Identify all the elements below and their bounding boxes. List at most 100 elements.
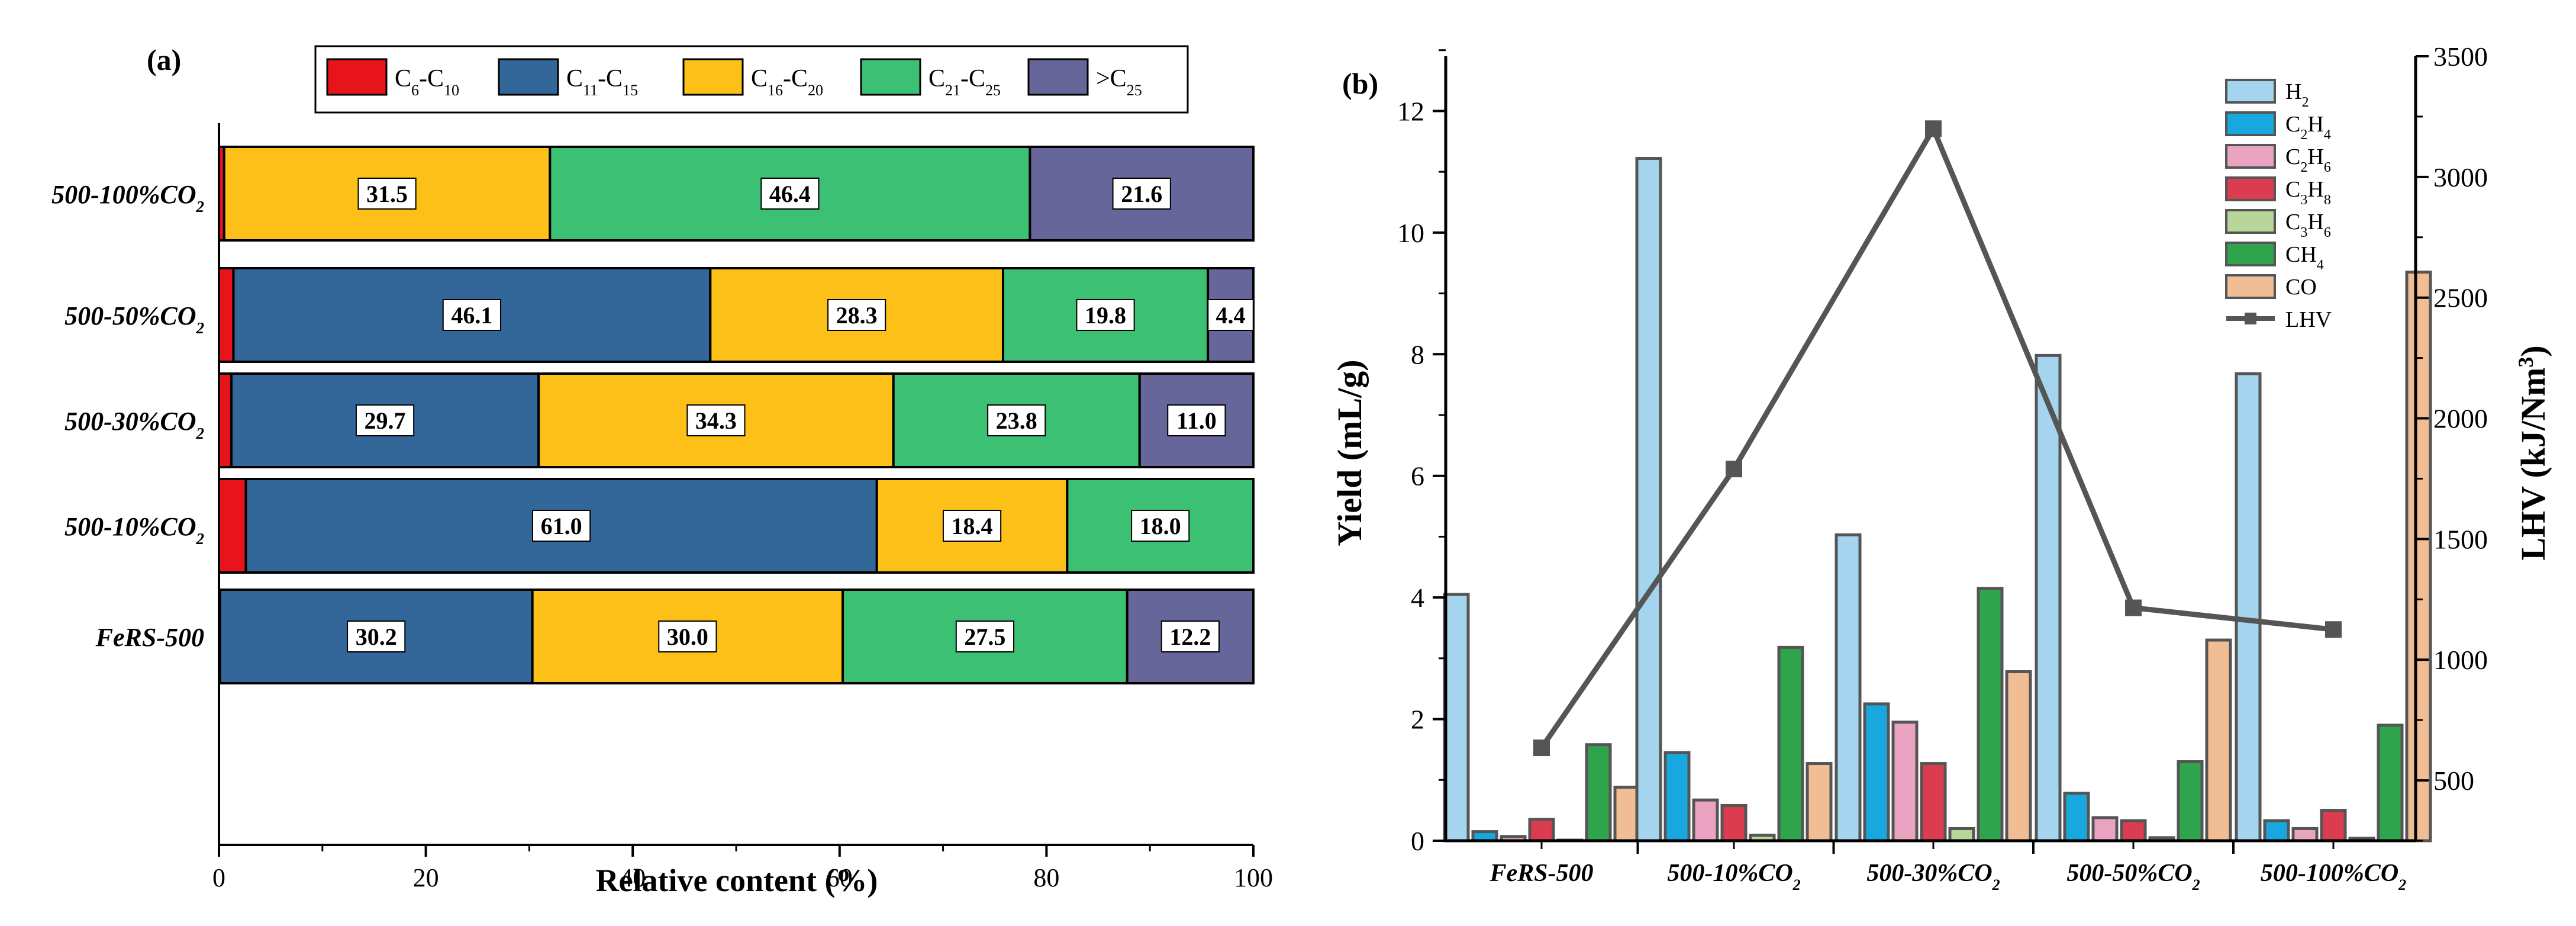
panel-b: (b) FeRS-500 500-10%CO2 500-30%CO2 500-50%C… [1330,41,2552,893]
panel-a-label: (a) [147,43,181,76]
y-tick-label: 10 [1397,218,1424,248]
data-label-box [1076,299,1135,331]
data-label: 46.1 [451,302,492,329]
y2-tick-label: 3000 [2433,162,2488,192]
bar [2120,819,2147,843]
legend-label: C16-C20 [751,65,823,99]
data-label-box [1112,178,1171,210]
legend-label: >C25 [1096,65,1142,99]
legend-label: C3H6 [2285,210,2331,240]
data-label: 28.3 [836,302,878,329]
bar [1528,818,1555,843]
legend-label: C6-C10 [395,65,459,99]
bar-segment [218,267,235,363]
legend-line-marker [2245,313,2256,324]
data-label: 23.8 [996,407,1037,434]
data-label: 18.0 [1140,513,1181,539]
legend-label: C3H8 [2285,177,2331,208]
data-label-box [955,620,1014,652]
data-label-box [760,178,820,210]
legend-label: C21-C25 [928,65,1001,99]
data-label: 61.0 [541,513,582,539]
legend-swatch [1027,58,1089,96]
x-tick-label: 100 [1234,863,1273,892]
data-label-box [531,510,591,542]
data-label: 27.5 [964,623,1005,650]
data-label: 34.3 [695,407,737,434]
panel-b-y2-axis-title: LHV (kJ/Nm3) [2514,345,2552,560]
category-label: FeRS-500 [1489,860,1593,887]
bar [1635,157,1662,843]
bar [2263,819,2290,843]
bar [1948,827,1975,843]
legend-swatch [2225,242,2276,266]
data-label: 30.2 [356,623,397,650]
y2-tick-label: 1500 [2433,524,2488,554]
data-label-box [357,178,417,210]
legend-label: CO [2285,275,2317,300]
panel-a-legend: C6-C10 C11-C15 C16-C20 C21-C25 >C25 [314,45,1189,114]
data-label: 12.2 [1169,623,1211,650]
lhv-marker [2325,621,2342,638]
data-label-box [827,299,886,331]
bar [2177,760,2204,843]
category-label: FeRS-500 [95,623,204,652]
x-tick-label: 40 [620,863,646,892]
data-label-box [1167,404,1226,436]
legend-swatch [2225,79,2276,104]
panel-b-label: (b) [1342,67,1378,100]
panel-b-lhv-line [1533,120,2342,757]
data-label: 46.4 [769,181,811,207]
data-label: 21.6 [1121,181,1162,207]
legend-swatch [2225,176,2276,201]
category-label: 500-100%CO2 [51,180,204,216]
y2-tick-label: 2000 [2433,404,2488,434]
category-label: 500-30%CO2 [1866,860,2000,893]
bar [2091,816,2119,843]
panel-a-category-labels: 500-100%CO2 500-50%CO2 500-30%CO2 500-10%CO… [51,180,204,652]
lhv-marker [1726,461,1742,478]
panel-b-axes: FeRS-500 500-10%CO2 500-30%CO2 500-50%CO2 50… [1397,41,2488,893]
panel-a: (a) 31.5 46.4 21.6 46.1 28.3 19.8 4.4 29.7 34.3 2… [51,43,1273,898]
legend-swatch [326,58,388,96]
bar [1977,587,2004,843]
x-tick-label: 0 [212,863,225,892]
category-label: 500-30%CO2 [65,407,204,442]
data-label-box [686,404,746,436]
legend-swatch [2225,111,2276,136]
bar [2377,724,2404,843]
panel-a-x-axis-title: Relative content (%) [596,863,878,898]
data-label: 29.7 [365,407,406,434]
panel-a-axes: 0 20 40 60 80 100 [212,123,1273,892]
bar-segment [218,478,247,574]
category-label: 500-100%CO2 [2261,860,2406,893]
data-label-box [442,299,501,331]
legend-label: CH4 [2285,242,2324,273]
panel-a-legend-items: C6-C10 C11-C15 C16-C20 C21-C25 >C25 [326,58,1142,99]
y2-tick-label: 1000 [2433,645,2488,675]
bar [2005,670,2032,843]
legend-swatch [860,58,921,96]
y2-tick-label: 500 [2433,766,2474,796]
data-label: 4.4 [1216,302,1246,329]
data-label-box [1207,299,1254,331]
lhv-marker [1533,739,1550,757]
legend-swatch [2225,209,2276,234]
data-label-box [658,620,717,652]
data-label: 18.4 [952,513,993,539]
data-label-box [987,404,1046,436]
bar [1585,743,1612,843]
legend-label: C2H4 [2285,112,2331,143]
panel-b-y-axis-title: Yield (mL/g) [1330,359,1369,546]
y-tick-label: 12 [1397,96,1424,126]
bar [1920,762,1947,843]
bar [2291,827,2319,843]
legend-label: C11-C15 [566,65,638,99]
legend-label: C2H6 [2285,144,2331,175]
legend-swatch [682,58,744,96]
data-label-box [347,620,406,652]
bar [1835,533,1862,843]
data-label: 11.0 [1176,407,1217,434]
